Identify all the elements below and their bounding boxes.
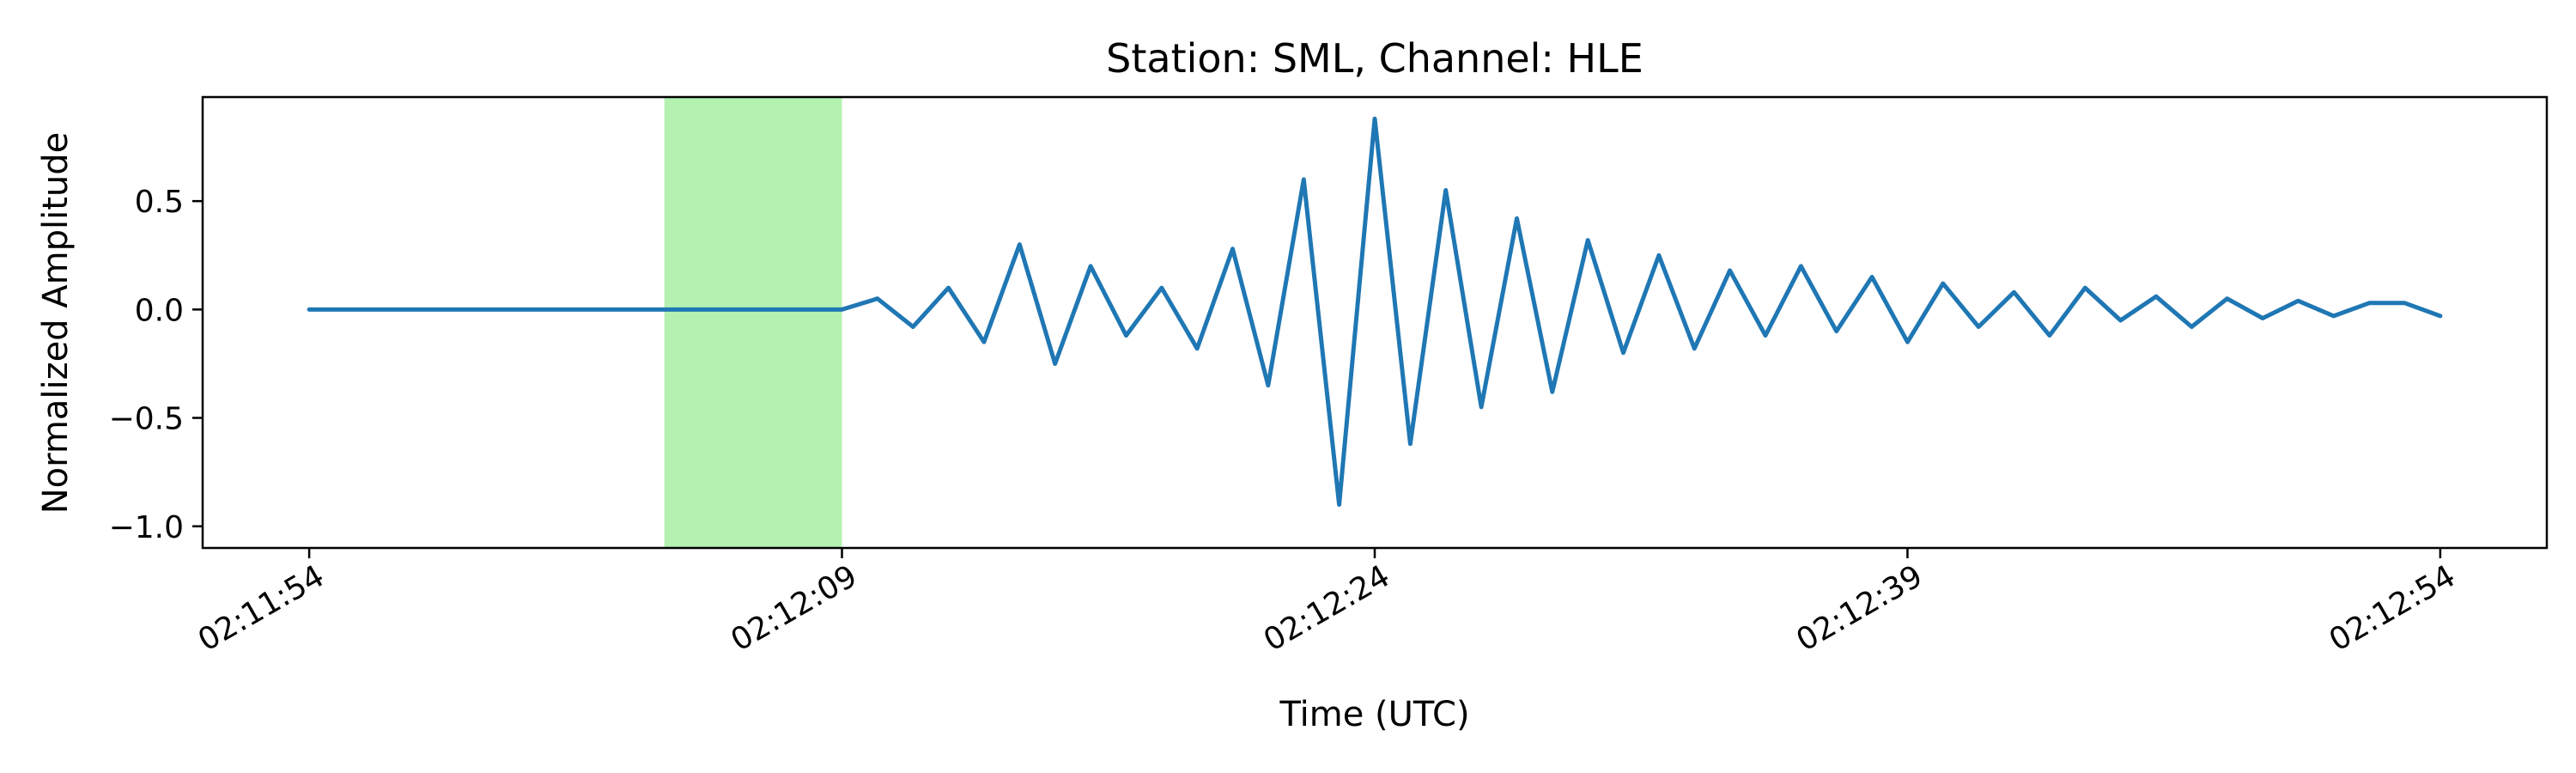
plot-frame	[201, 95, 2549, 550]
highlight-span	[664, 97, 842, 548]
y-tick-label: 0.5	[135, 185, 184, 220]
y-tick-label: −0.5	[109, 402, 184, 437]
y-tick-label: −1.0	[109, 510, 184, 545]
plot-area	[307, 97, 2443, 548]
y-axis: 0.5 0.0 −0.5 −1.0	[109, 185, 203, 545]
x-axis-label: Time (UTC)	[1279, 695, 1469, 734]
y-tick-label: 0.0	[135, 293, 184, 328]
y-axis-label: Normalized Amplitude	[36, 132, 76, 514]
series-line-0	[307, 116, 2443, 507]
chart-title: Station: SML, Channel: HLE	[1106, 35, 1643, 82]
